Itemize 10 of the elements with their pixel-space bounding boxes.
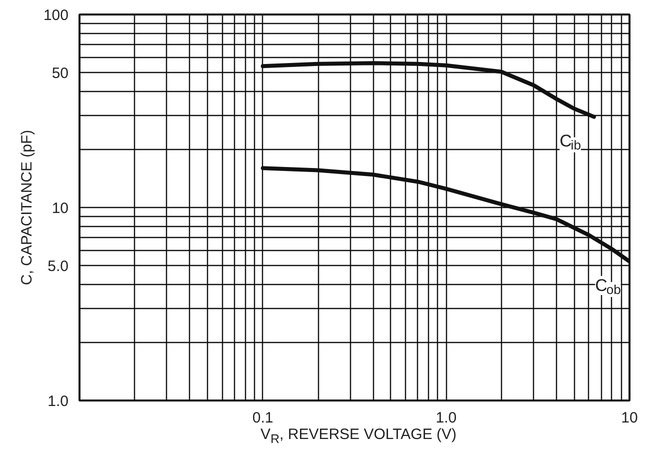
y-tick-label: 100	[43, 7, 69, 24]
y-axis-title: C, CAPACITANCE (pF)	[18, 130, 36, 286]
x-tick-label: 0.1	[252, 410, 274, 426]
y-tick-label: 5.0	[48, 258, 69, 276]
x-tick-label: 1.0	[436, 410, 457, 426]
y-tick-label: 50	[52, 65, 69, 82]
x-axis-title: V$_{R}$, REVERSE VOLTAGE (V)	[260, 426, 457, 446]
y-tick-label: 1.0	[48, 393, 69, 410]
x-tick-label: 10	[621, 410, 638, 426]
y-tick-label: 10	[52, 200, 69, 217]
